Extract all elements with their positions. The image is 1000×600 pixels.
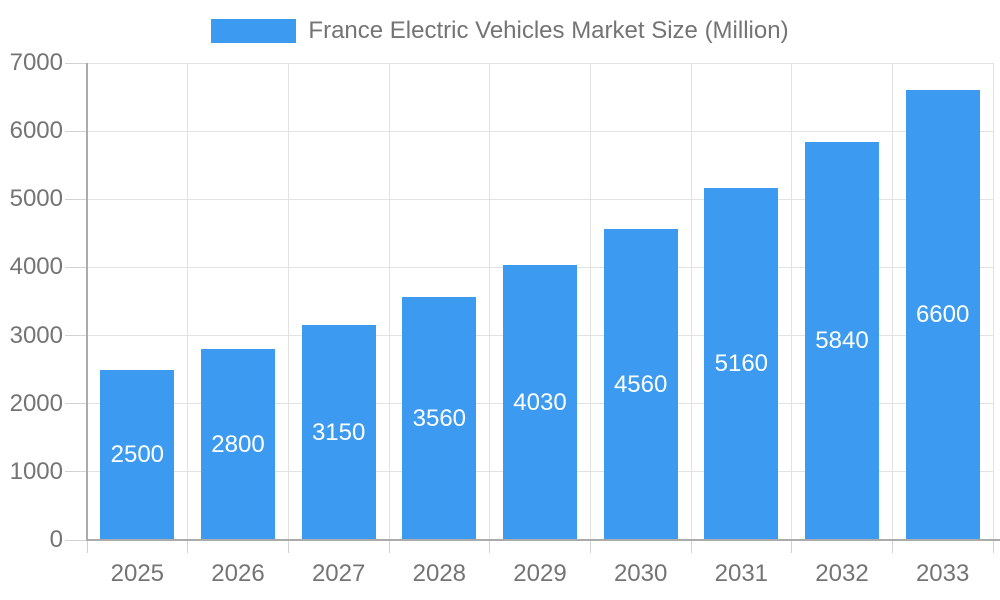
bar[interactable]: 6600: [905, 90, 980, 540]
x-axis-tick: [891, 540, 893, 553]
x-axis-label: 2029: [513, 560, 567, 587]
x-axis-tick: [589, 540, 591, 553]
bar-value-label: 6600: [915, 301, 970, 329]
x-axis-tick: [690, 540, 692, 553]
bar[interactable]: 2800: [201, 349, 275, 540]
y-axis-label: 2000: [9, 389, 63, 417]
y-axis-tick: [65, 403, 86, 405]
x-axis-label: 2033: [915, 560, 970, 587]
y-axis-tick: [65, 471, 86, 473]
bar-value-label: 3150: [311, 418, 366, 446]
y-axis-tick: [65, 335, 86, 337]
legend-label: France Electric Vehicles Market Size (Mi…: [308, 17, 789, 44]
y-axis-line: [86, 63, 88, 540]
x-axis-tick: [489, 540, 491, 553]
x-axis-tick: [86, 540, 88, 553]
y-axis-tick: [65, 62, 86, 64]
x-axis-tick: [388, 540, 390, 553]
gridline-vertical: [589, 63, 591, 540]
x-axis-label: 2025: [110, 560, 165, 587]
x-axis-tick: [287, 540, 289, 553]
y-axis-tick: [65, 198, 86, 200]
bar[interactable]: 5840: [805, 142, 879, 540]
bar-value-label: 5840: [815, 327, 869, 354]
y-axis-label: 6000: [9, 117, 63, 145]
gridline-vertical: [388, 63, 390, 540]
x-axis-label: 2030: [613, 560, 668, 587]
bar-value-label: 4030: [513, 388, 567, 416]
x-axis-tick: [791, 540, 793, 553]
x-axis-label: 2031: [714, 560, 769, 587]
y-axis-tick: [65, 539, 86, 541]
bar-value-label: 5160: [714, 350, 769, 378]
bar[interactable]: 5160: [704, 188, 779, 540]
gridline-vertical: [891, 63, 893, 540]
bar[interactable]: 2500: [100, 369, 175, 540]
bar-value-label: 2800: [211, 430, 265, 458]
y-axis-label: 0: [49, 526, 63, 553]
gridline-vertical: [992, 63, 994, 540]
gridline-horizontal: [87, 130, 993, 132]
gridline-vertical: [489, 63, 491, 540]
y-axis-tick: [65, 130, 86, 132]
gridline-vertical: [791, 63, 793, 540]
y-axis-label: 5000: [9, 185, 63, 213]
gridline-vertical: [187, 63, 189, 540]
gridline-vertical: [287, 63, 289, 540]
x-axis-label: 2028: [412, 560, 467, 587]
bar[interactable]: 4560: [603, 229, 678, 540]
gridline-horizontal: [87, 198, 993, 200]
bar[interactable]: 4030: [503, 265, 577, 540]
bar-value-label: 4560: [613, 370, 668, 398]
x-axis-label: 2027: [311, 560, 366, 587]
gridline-vertical: [690, 63, 692, 540]
plot-area: 0 1000 2000 3000 4000 5000 6000 7000 2500 2025 280…: [10, 49, 1000, 587]
legend-swatch: [211, 19, 297, 43]
bar[interactable]: 3150: [301, 325, 376, 540]
y-axis-label: 4000: [9, 253, 63, 281]
bar-value-label: 2500: [110, 440, 165, 468]
x-axis-tick: [992, 540, 994, 553]
x-axis-label: 2026: [211, 560, 265, 587]
y-axis-label: 3000: [9, 321, 63, 349]
gridline-horizontal: [87, 62, 993, 64]
x-axis-line: [86, 539, 1000, 541]
legend[interactable]: France Electric Vehicles Market Size (Mi…: [0, 16, 1000, 46]
bar-value-label: 3560: [412, 404, 467, 432]
x-axis-tick: [187, 540, 189, 553]
y-axis-label: 7000: [9, 49, 63, 76]
bar[interactable]: 3560: [402, 297, 477, 540]
x-axis-label: 2032: [815, 560, 869, 587]
y-axis-tick: [65, 266, 86, 268]
y-axis-label: 1000: [9, 457, 63, 485]
